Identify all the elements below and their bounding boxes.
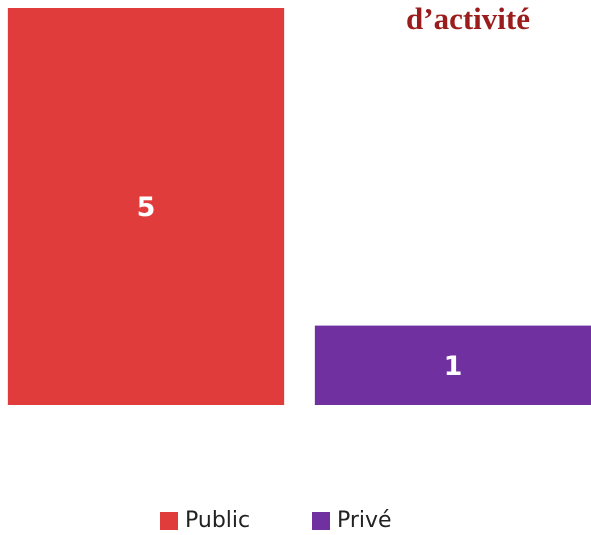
chart-title: d’activité [406,1,530,36]
legend-swatch [312,512,330,530]
legend-swatch [160,512,178,530]
legend-label: Public [185,508,250,533]
value-label: 1 [444,351,463,382]
bar [314,325,591,405]
legend-label: Privé [337,508,392,533]
bar [7,8,285,405]
value-label: 5 [137,192,156,223]
